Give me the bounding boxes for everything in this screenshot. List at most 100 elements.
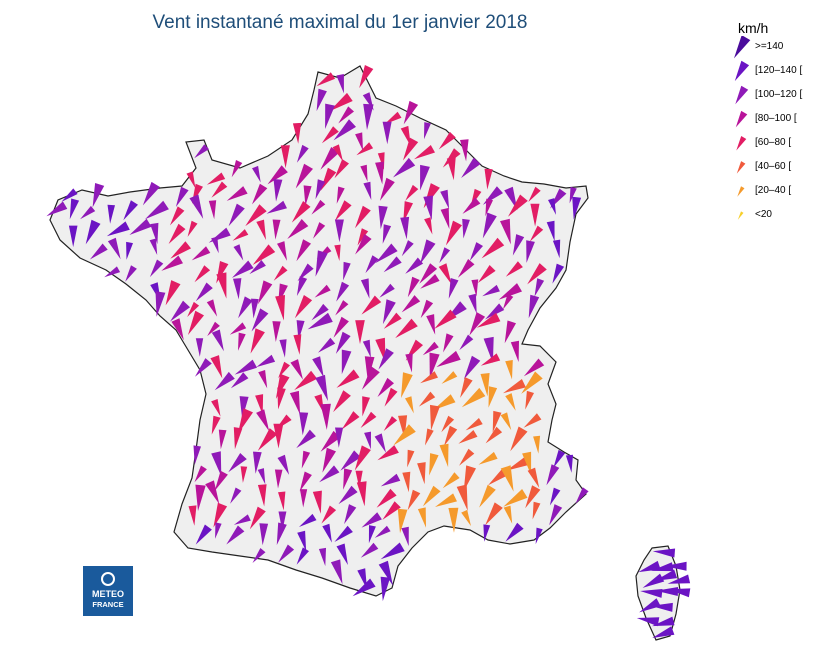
wind-arrow bbox=[360, 542, 379, 558]
legend-item: [80–100 [ bbox=[718, 108, 818, 132]
wind-arrow bbox=[188, 505, 197, 526]
wind-arrow bbox=[548, 198, 556, 215]
wind-arrow bbox=[401, 240, 414, 257]
wind-arrow bbox=[333, 316, 349, 338]
wind-arrow bbox=[290, 359, 303, 380]
wind-arrow bbox=[510, 426, 528, 452]
wind-arrow bbox=[211, 451, 222, 477]
wind-arrow bbox=[483, 524, 491, 542]
wind-arrow bbox=[546, 464, 560, 486]
wind-arrow bbox=[505, 393, 516, 411]
wind-arrow bbox=[191, 246, 211, 261]
wind-arrow bbox=[233, 514, 251, 525]
wind-arrow bbox=[145, 200, 169, 220]
wind-arrow bbox=[503, 505, 513, 524]
wind-arrow bbox=[321, 126, 339, 144]
wind-arrow bbox=[315, 250, 328, 277]
legend-unit: km/h bbox=[738, 20, 769, 36]
wind-arrow bbox=[528, 294, 540, 319]
wind-arrow bbox=[330, 559, 343, 585]
wind-arrow bbox=[368, 525, 376, 544]
wind-arrow bbox=[529, 225, 544, 242]
wind-arrow bbox=[340, 450, 361, 471]
wind-arrow bbox=[232, 229, 249, 241]
wind-arrow bbox=[375, 337, 386, 363]
wind-arrow bbox=[552, 239, 561, 259]
wind-arrow bbox=[336, 74, 344, 94]
wind-arrow bbox=[336, 186, 345, 204]
logo-line2: FRANCE bbox=[92, 600, 124, 609]
wind-arrow bbox=[446, 157, 456, 181]
wind-arrow bbox=[417, 462, 426, 485]
wind-arrow bbox=[440, 189, 450, 210]
wind-arrow bbox=[483, 336, 494, 363]
wind-arrow bbox=[214, 371, 235, 391]
wind-arrow bbox=[505, 261, 523, 277]
wind-arrow bbox=[214, 470, 228, 491]
wind-arrow bbox=[357, 568, 367, 590]
wind-arrow bbox=[303, 185, 312, 206]
wind-arrow bbox=[296, 239, 311, 262]
wind-arrow bbox=[233, 427, 243, 450]
wind-arrow bbox=[528, 186, 541, 202]
wind-arrow bbox=[420, 299, 434, 319]
wind-arrow bbox=[485, 426, 503, 444]
wind-arrow bbox=[332, 144, 343, 162]
wind-arrow bbox=[211, 415, 221, 435]
wind-arrow bbox=[267, 165, 288, 185]
wind-arrow bbox=[278, 491, 286, 511]
wind-arrow bbox=[275, 295, 285, 321]
wind-arrow bbox=[266, 200, 287, 214]
wind-arrow bbox=[458, 430, 478, 444]
wind-arrow bbox=[355, 320, 365, 345]
wind-arrow bbox=[485, 303, 505, 320]
wind-arrow bbox=[356, 142, 374, 156]
wind-arrow bbox=[424, 217, 433, 235]
wind-arrow bbox=[441, 415, 455, 433]
wind-arrow bbox=[401, 295, 421, 313]
wind-arrow bbox=[363, 181, 372, 200]
wind-arrow bbox=[382, 299, 396, 325]
wind-arrow bbox=[320, 403, 331, 430]
wind-arrow bbox=[456, 484, 468, 511]
wind-arrow bbox=[652, 626, 675, 638]
wind-arrow bbox=[508, 194, 528, 217]
wind-arrow bbox=[232, 260, 254, 278]
wind-arrow bbox=[439, 443, 449, 468]
wind-arrow bbox=[321, 505, 337, 524]
wind-arrow bbox=[405, 257, 424, 274]
wind-arrow bbox=[296, 144, 309, 163]
wind-arrow bbox=[278, 544, 295, 563]
wind-arrow bbox=[462, 218, 470, 239]
wind-arrow bbox=[336, 543, 348, 565]
logo-circle-icon bbox=[101, 572, 115, 586]
wind-arrow bbox=[521, 371, 543, 394]
wind-arrow bbox=[318, 547, 326, 567]
wind-arrow bbox=[189, 194, 204, 219]
legend-label: >=140 bbox=[755, 41, 784, 52]
wind-arrow bbox=[245, 204, 267, 227]
wind-arrow bbox=[237, 408, 253, 434]
wind-arrow bbox=[535, 527, 543, 545]
wind-arrow bbox=[417, 507, 426, 528]
wind-arrow bbox=[667, 588, 691, 598]
wind-arrow bbox=[233, 244, 244, 261]
wind-arrow bbox=[420, 274, 440, 289]
wind-arrow bbox=[291, 201, 311, 223]
wind-arrow bbox=[377, 377, 394, 397]
wind-arrow bbox=[380, 473, 401, 487]
wind-arrow bbox=[448, 278, 459, 299]
wind-arrow bbox=[251, 308, 269, 332]
wind-arrow bbox=[420, 164, 430, 191]
wind-arrow bbox=[401, 526, 409, 547]
wind-arrow bbox=[469, 242, 483, 261]
wind-arrow bbox=[228, 203, 245, 227]
wind-arrow bbox=[335, 300, 349, 316]
wind-arrow bbox=[125, 265, 137, 282]
wind-arrow bbox=[187, 220, 198, 237]
wind-arrow bbox=[418, 391, 436, 407]
wind-arrow bbox=[320, 430, 341, 452]
wind-arrow bbox=[334, 244, 341, 261]
wind-arrow bbox=[343, 261, 351, 281]
wind-arrow bbox=[230, 487, 242, 504]
